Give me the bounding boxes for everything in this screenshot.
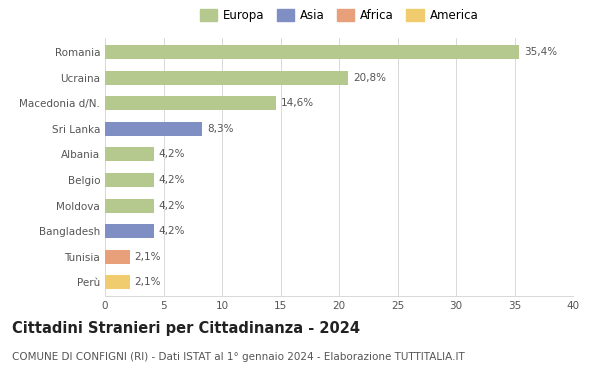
Bar	[105, 173, 154, 187]
Bar	[105, 45, 519, 59]
Bar	[105, 250, 130, 264]
Text: Cittadini Stranieri per Cittadinanza - 2024: Cittadini Stranieri per Cittadinanza - 2…	[12, 321, 360, 336]
Text: 4,2%: 4,2%	[159, 149, 185, 159]
Text: 20,8%: 20,8%	[353, 73, 386, 83]
Text: COMUNE DI CONFIGNI (RI) - Dati ISTAT al 1° gennaio 2024 - Elaborazione TUTTITALI: COMUNE DI CONFIGNI (RI) - Dati ISTAT al …	[12, 352, 465, 361]
Text: 2,1%: 2,1%	[134, 252, 161, 262]
Text: 2,1%: 2,1%	[134, 277, 161, 287]
Bar	[105, 147, 154, 162]
Text: 4,2%: 4,2%	[159, 201, 185, 211]
Legend: Europa, Asia, Africa, America: Europa, Asia, Africa, America	[195, 5, 483, 27]
Bar	[105, 122, 202, 136]
Bar	[105, 96, 276, 110]
Text: 4,2%: 4,2%	[159, 175, 185, 185]
Text: 4,2%: 4,2%	[159, 226, 185, 236]
Text: 35,4%: 35,4%	[524, 47, 557, 57]
Bar	[105, 71, 349, 85]
Bar	[105, 275, 130, 289]
Text: 14,6%: 14,6%	[281, 98, 314, 108]
Bar	[105, 198, 154, 213]
Text: 8,3%: 8,3%	[207, 124, 233, 134]
Bar	[105, 224, 154, 238]
